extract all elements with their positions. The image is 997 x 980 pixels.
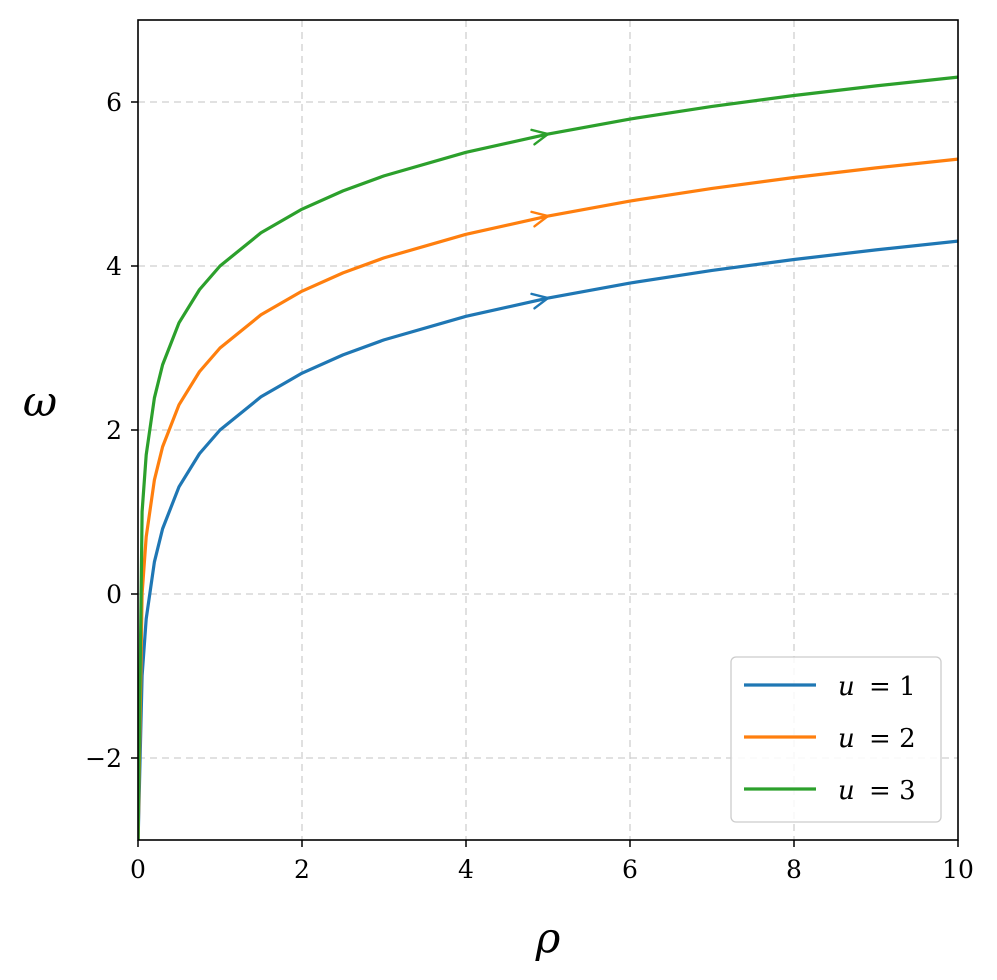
legend-box <box>730 656 942 823</box>
axis-ticks: 0 2 4 6 8 10 −2 0 2 4 6 <box>85 88 974 884</box>
x-axis-label: ρ <box>535 913 561 962</box>
legend-entry-u1: u = 1 <box>744 672 916 702</box>
y-tick-label: 4 <box>106 252 122 281</box>
series-arrow-2 <box>530 210 550 228</box>
y-tick-label: −2 <box>85 744 122 773</box>
grid-lines <box>138 20 958 840</box>
y-tick-label: 6 <box>106 88 122 117</box>
y-tick-label: 2 <box>106 416 122 445</box>
series-line-1 <box>138 239 958 840</box>
x-tick-label: 4 <box>458 855 474 884</box>
legend-label-u1: u = 1 <box>838 672 916 702</box>
y-tick-label: 0 <box>106 580 122 609</box>
x-tick-label: 8 <box>786 855 802 884</box>
series-lines <box>138 75 958 840</box>
y-axis-label: ω <box>23 377 57 426</box>
x-tick-label: 2 <box>294 855 310 884</box>
legend: u = 1 u = 2 u = 3 <box>730 656 942 823</box>
series-arrow-3 <box>530 128 550 146</box>
legend-entry-u3: u = 3 <box>744 776 916 806</box>
series-line-3 <box>138 75 958 840</box>
series-arrow-1 <box>530 292 550 310</box>
x-tick-label: 6 <box>622 855 638 884</box>
legend-entry-u2: u = 2 <box>744 724 916 754</box>
x-tick-label: 10 <box>942 855 974 884</box>
legend-label-u3: u = 3 <box>838 776 916 806</box>
legend-label-u2: u = 2 <box>838 724 916 754</box>
series-line-2 <box>138 157 958 840</box>
x-tick-label: 0 <box>130 855 146 884</box>
